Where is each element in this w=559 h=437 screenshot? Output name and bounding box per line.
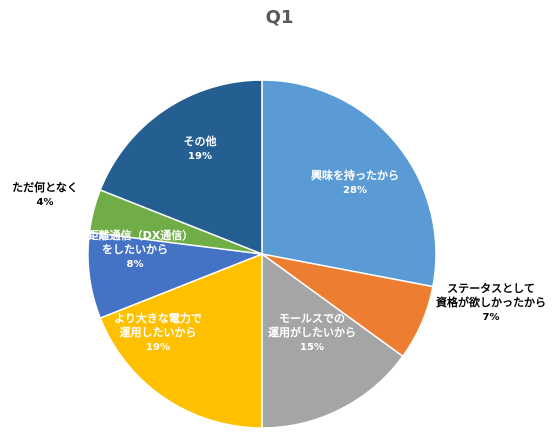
- chart-title: Q1: [265, 7, 294, 28]
- pie-slice-3: [99, 252, 263, 429]
- pie-slice-0: [261, 79, 437, 288]
- pie-label-6: その他 19%: [184, 134, 217, 162]
- pie-label-0: 興味を持ったから 28%: [311, 168, 399, 196]
- pie-label-4: 遠距離通信（DX通信）をしたいから 8%: [77, 228, 194, 270]
- pie-slice-2: [261, 252, 404, 429]
- pie-slice-6: [99, 79, 263, 256]
- pie-label-2: モールスでの運用がしたいから 15%: [268, 312, 356, 353]
- pie-label-3: より大きな電力で運用したいから 19%: [114, 311, 202, 353]
- pie-label-5: ただ何となく 4%: [12, 180, 78, 208]
- pie-label-1: ステータスとして資格が欲しかったから 7%: [436, 282, 546, 323]
